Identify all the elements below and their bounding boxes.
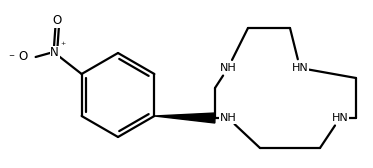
- Polygon shape: [154, 113, 215, 123]
- Text: NH: NH: [220, 63, 236, 73]
- Text: HN: HN: [292, 63, 308, 73]
- Text: HN: HN: [332, 113, 348, 123]
- Text: $^+$: $^+$: [59, 40, 67, 50]
- Text: NH: NH: [220, 113, 236, 123]
- Text: O: O: [52, 14, 61, 28]
- Text: $^-$: $^-$: [7, 53, 16, 63]
- Text: N: N: [50, 47, 59, 59]
- Text: O: O: [18, 51, 27, 64]
